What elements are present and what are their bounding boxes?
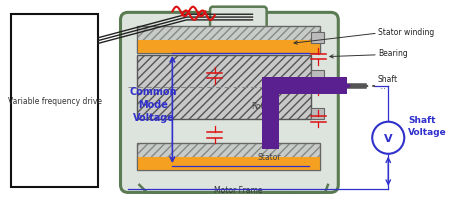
Bar: [136, 27, 320, 54]
Text: Stator winding: Stator winding: [378, 27, 434, 37]
Text: Rotor: Rotor: [252, 102, 272, 111]
Text: Shaft
Voltage: Shaft Voltage: [408, 116, 447, 136]
Bar: [136, 144, 320, 170]
Text: Stator: Stator: [258, 152, 281, 161]
Bar: [11, 15, 98, 187]
FancyBboxPatch shape: [121, 13, 338, 193]
Bar: [136, 27, 320, 54]
Text: Bearing: Bearing: [378, 49, 408, 58]
Text: Variable frequency drive: Variable frequency drive: [8, 97, 102, 106]
Text: Shaft: Shaft: [378, 75, 398, 83]
Bar: [262, 85, 279, 149]
Text: V: V: [384, 133, 392, 143]
Bar: [136, 157, 320, 170]
Bar: [311, 33, 324, 44]
Bar: [311, 70, 324, 82]
Bar: [311, 108, 324, 119]
Text: Common
Mode
Voltage: Common Mode Voltage: [130, 86, 177, 122]
Circle shape: [372, 122, 404, 154]
Text: Motor Frame: Motor Frame: [214, 185, 263, 194]
Text: ..: ..: [378, 82, 386, 91]
Bar: [136, 56, 311, 119]
FancyBboxPatch shape: [210, 8, 267, 32]
Bar: [262, 78, 347, 95]
Bar: [136, 144, 320, 170]
Bar: [136, 40, 320, 54]
